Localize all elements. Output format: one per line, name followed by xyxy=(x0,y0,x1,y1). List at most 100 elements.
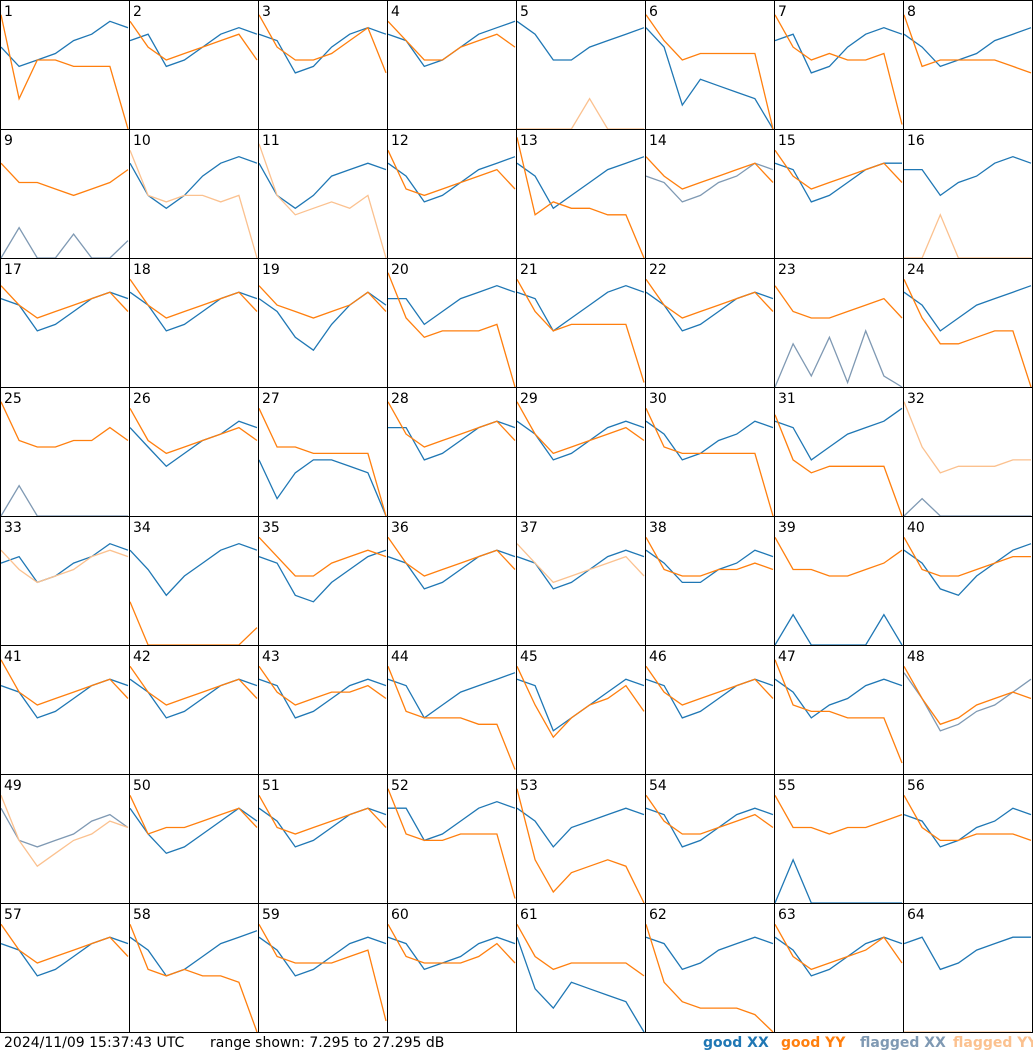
panel-label: 43 xyxy=(262,649,280,665)
spectrum-yy xyxy=(516,543,645,584)
spectrum-xx xyxy=(645,549,774,584)
panel-label: 28 xyxy=(391,391,409,407)
spectrum-xx xyxy=(129,543,258,597)
panel-label: 63 xyxy=(778,907,796,923)
spectrum-yy xyxy=(516,788,645,904)
panel-label: 6 xyxy=(649,4,658,20)
spectrum-xx xyxy=(516,807,645,848)
spectrum-xx xyxy=(388,285,516,326)
spectrum-xx xyxy=(774,678,903,719)
spectrum-xx xyxy=(516,420,645,461)
spectrum-yy xyxy=(387,272,516,388)
spectrum-yy xyxy=(129,20,258,61)
spectrum-xx xyxy=(645,291,774,332)
spectrum-yy xyxy=(516,401,645,455)
spectrum-xx xyxy=(0,484,128,517)
panel-label: 47 xyxy=(778,649,796,665)
panel-label: 21 xyxy=(520,262,538,278)
spectrum-yy xyxy=(516,137,645,259)
spectrum-yy xyxy=(0,285,129,319)
spectrum-xx xyxy=(774,613,903,646)
panel-label: 44 xyxy=(391,649,409,665)
spectrum-xx xyxy=(516,156,645,210)
panel-label: 33 xyxy=(4,520,22,536)
panel-label: 29 xyxy=(520,391,538,407)
spectrum-xx xyxy=(903,543,1032,597)
panel-label: 31 xyxy=(778,391,796,407)
spectrum-yy xyxy=(774,149,903,190)
panel-frame xyxy=(258,0,388,130)
panel-label: 2 xyxy=(133,4,142,20)
spectrum-xx xyxy=(129,27,258,68)
spectrum-yy xyxy=(129,795,258,835)
spectrum-xx xyxy=(129,156,258,210)
spectrum-yy xyxy=(258,923,387,1022)
spectrum-yy xyxy=(129,150,258,259)
spectrum-yy xyxy=(903,536,1031,577)
spectrum-yy xyxy=(645,794,774,835)
spectrum-xx xyxy=(388,801,516,842)
panel-label: 53 xyxy=(520,778,538,794)
spectrum-yy xyxy=(516,278,645,383)
spectrum-yy xyxy=(645,924,774,1033)
spectrum-yy xyxy=(129,601,258,646)
panel-frame xyxy=(0,129,130,259)
panel-label: 23 xyxy=(778,262,796,278)
spectrum-yy xyxy=(904,213,1031,259)
spectrum-xx xyxy=(387,936,516,971)
spectrum-yy xyxy=(0,549,129,584)
panel-label: 17 xyxy=(4,262,22,278)
spectrum-xx xyxy=(645,807,774,848)
panel-frame xyxy=(0,0,130,130)
panel-label: 26 xyxy=(133,391,151,407)
panel-label: 13 xyxy=(520,133,538,149)
spectrum-xx xyxy=(387,549,516,590)
panel-label: 45 xyxy=(520,649,538,665)
spectrum-xx xyxy=(903,497,1031,517)
panel-label: 49 xyxy=(4,778,22,794)
spectrum-xx xyxy=(258,459,387,517)
spectrum-yy xyxy=(129,665,258,706)
panel-label: 34 xyxy=(133,520,151,536)
spectrum-xx xyxy=(774,162,902,203)
panel-label: 16 xyxy=(907,133,925,149)
range-text: range shown: 7.295 to 27.295 dB xyxy=(210,1035,444,1051)
spectrum-yy xyxy=(645,14,774,130)
spectrum-yy xyxy=(774,659,903,764)
panel-label: 54 xyxy=(649,778,667,794)
spectrum-xx xyxy=(774,27,903,74)
spectrum-yy xyxy=(774,923,903,971)
spectrum-yy xyxy=(387,666,516,770)
panel-label: 14 xyxy=(649,133,667,149)
panel-label: 22 xyxy=(649,262,667,278)
panel-label: 55 xyxy=(778,778,796,794)
spectrum-yy xyxy=(387,20,516,61)
panel-label: 30 xyxy=(649,391,667,407)
spectrum-xx xyxy=(0,678,129,719)
panel-label: 46 xyxy=(649,649,667,665)
spectrum-xx xyxy=(516,285,645,332)
spectrum-yy xyxy=(903,665,1032,726)
spectrum-yy xyxy=(516,923,645,977)
spectrum-xx xyxy=(903,807,1032,848)
spectrum-yy xyxy=(903,794,1032,842)
spectrum-yy xyxy=(0,401,129,448)
spectrum-xx xyxy=(0,807,129,848)
spectrum-yy xyxy=(258,285,387,319)
spectrum-yy xyxy=(645,665,774,706)
range-min: 7.295 xyxy=(309,1035,349,1051)
spectrum-xx xyxy=(258,291,387,352)
panel-label: 48 xyxy=(907,649,925,665)
panel-label: 3 xyxy=(262,4,271,20)
spectrum-yy xyxy=(387,536,516,577)
panel-label: 40 xyxy=(907,520,925,536)
spectrum-xx xyxy=(258,27,387,74)
spectrum-xx xyxy=(645,162,774,203)
spectrum-yy xyxy=(258,143,387,259)
panel-label: 9 xyxy=(4,133,13,149)
spectrum-yy xyxy=(516,666,645,739)
spectrum-xx xyxy=(903,936,1031,971)
spectrum-xx xyxy=(387,672,516,719)
panel-label: 56 xyxy=(907,778,925,794)
spectrum-yy xyxy=(774,285,903,319)
